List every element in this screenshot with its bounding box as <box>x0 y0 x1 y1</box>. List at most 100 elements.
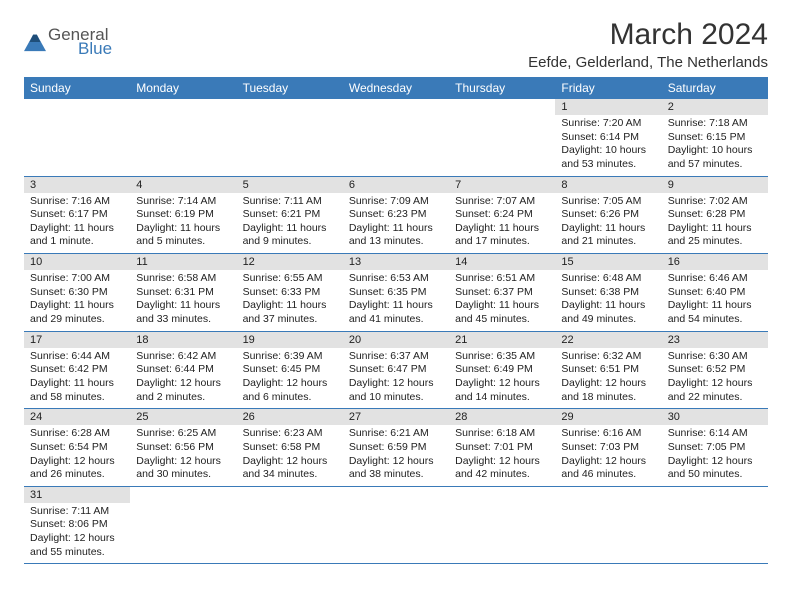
day-body: Sunrise: 6:48 AMSunset: 6:38 PMDaylight:… <box>555 270 661 331</box>
sunset-text: Sunset: 6:17 PM <box>30 208 124 222</box>
calendar-cell <box>343 486 449 564</box>
daylight-text: Daylight: 11 hours and 9 minutes. <box>243 222 337 249</box>
day-body: Sunrise: 7:11 AMSunset: 6:21 PMDaylight:… <box>237 193 343 254</box>
sunrise-text: Sunrise: 7:02 AM <box>668 195 762 209</box>
day-body: Sunrise: 7:09 AMSunset: 6:23 PMDaylight:… <box>343 193 449 254</box>
calendar-cell <box>555 486 661 564</box>
day-header: Wednesday <box>343 77 449 99</box>
sunrise-text: Sunrise: 6:28 AM <box>30 427 124 441</box>
day-number: 21 <box>449 332 555 348</box>
day-body: Sunrise: 6:37 AMSunset: 6:47 PMDaylight:… <box>343 348 449 409</box>
calendar-cell: 17Sunrise: 6:44 AMSunset: 6:42 PMDayligh… <box>24 331 130 409</box>
calendar-cell: 14Sunrise: 6:51 AMSunset: 6:37 PMDayligh… <box>449 254 555 332</box>
day-number: 24 <box>24 409 130 425</box>
day-body: Sunrise: 7:07 AMSunset: 6:24 PMDaylight:… <box>449 193 555 254</box>
day-body: Sunrise: 6:32 AMSunset: 6:51 PMDaylight:… <box>555 348 661 409</box>
daylight-text: Daylight: 12 hours and 18 minutes. <box>561 377 655 404</box>
sunset-text: Sunset: 6:15 PM <box>668 131 762 145</box>
sunset-text: Sunset: 6:23 PM <box>349 208 443 222</box>
day-header: Friday <box>555 77 661 99</box>
daylight-text: Daylight: 12 hours and 14 minutes. <box>455 377 549 404</box>
sunrise-text: Sunrise: 7:20 AM <box>561 117 655 131</box>
day-number: 28 <box>449 409 555 425</box>
calendar-week-row: 31Sunrise: 7:11 AMSunset: 8:06 PMDayligh… <box>24 486 768 564</box>
daylight-text: Daylight: 12 hours and 22 minutes. <box>668 377 762 404</box>
sunset-text: Sunset: 6:58 PM <box>243 441 337 455</box>
sunrise-text: Sunrise: 7:11 AM <box>243 195 337 209</box>
day-header: Monday <box>130 77 236 99</box>
sunrise-text: Sunrise: 6:58 AM <box>136 272 230 286</box>
calendar-cell: 31Sunrise: 7:11 AMSunset: 8:06 PMDayligh… <box>24 486 130 564</box>
calendar-cell: 1Sunrise: 7:20 AMSunset: 6:14 PMDaylight… <box>555 99 661 176</box>
calendar-cell: 13Sunrise: 6:53 AMSunset: 6:35 PMDayligh… <box>343 254 449 332</box>
calendar-cell: 21Sunrise: 6:35 AMSunset: 6:49 PMDayligh… <box>449 331 555 409</box>
day-number: 30 <box>662 409 768 425</box>
calendar-cell: 18Sunrise: 6:42 AMSunset: 6:44 PMDayligh… <box>130 331 236 409</box>
day-body: Sunrise: 7:20 AMSunset: 6:14 PMDaylight:… <box>555 115 661 176</box>
day-number: 13 <box>343 254 449 270</box>
day-body: Sunrise: 6:44 AMSunset: 6:42 PMDaylight:… <box>24 348 130 409</box>
sunset-text: Sunset: 7:05 PM <box>668 441 762 455</box>
sunrise-text: Sunrise: 6:46 AM <box>668 272 762 286</box>
calendar-cell: 16Sunrise: 6:46 AMSunset: 6:40 PMDayligh… <box>662 254 768 332</box>
daylight-text: Daylight: 10 hours and 53 minutes. <box>561 144 655 171</box>
daylight-text: Daylight: 11 hours and 33 minutes. <box>136 299 230 326</box>
daylight-text: Daylight: 12 hours and 55 minutes. <box>30 532 124 559</box>
sunset-text: Sunset: 6:38 PM <box>561 286 655 300</box>
daylight-text: Daylight: 11 hours and 41 minutes. <box>349 299 443 326</box>
day-body: Sunrise: 7:14 AMSunset: 6:19 PMDaylight:… <box>130 193 236 254</box>
sunrise-text: Sunrise: 6:25 AM <box>136 427 230 441</box>
day-number: 3 <box>24 177 130 193</box>
title-block: March 2024 Eefde, Gelderland, The Nether… <box>528 18 768 71</box>
day-header-row: Sunday Monday Tuesday Wednesday Thursday… <box>24 77 768 99</box>
sunset-text: Sunset: 6:45 PM <box>243 363 337 377</box>
calendar-week-row: 17Sunrise: 6:44 AMSunset: 6:42 PMDayligh… <box>24 331 768 409</box>
daylight-text: Daylight: 12 hours and 50 minutes. <box>668 455 762 482</box>
daylight-text: Daylight: 11 hours and 21 minutes. <box>561 222 655 249</box>
sunrise-text: Sunrise: 6:53 AM <box>349 272 443 286</box>
sunset-text: Sunset: 6:40 PM <box>668 286 762 300</box>
calendar-week-row: 10Sunrise: 7:00 AMSunset: 6:30 PMDayligh… <box>24 254 768 332</box>
day-body: Sunrise: 6:30 AMSunset: 6:52 PMDaylight:… <box>662 348 768 409</box>
day-body: Sunrise: 6:28 AMSunset: 6:54 PMDaylight:… <box>24 425 130 486</box>
day-body: Sunrise: 6:35 AMSunset: 6:49 PMDaylight:… <box>449 348 555 409</box>
sunset-text: Sunset: 6:51 PM <box>561 363 655 377</box>
day-number: 9 <box>662 177 768 193</box>
daylight-text: Daylight: 12 hours and 42 minutes. <box>455 455 549 482</box>
calendar-cell: 3Sunrise: 7:16 AMSunset: 6:17 PMDaylight… <box>24 176 130 254</box>
calendar-cell: 23Sunrise: 6:30 AMSunset: 6:52 PMDayligh… <box>662 331 768 409</box>
sunrise-text: Sunrise: 7:05 AM <box>561 195 655 209</box>
sunrise-text: Sunrise: 7:18 AM <box>668 117 762 131</box>
sunrise-text: Sunrise: 6:30 AM <box>668 350 762 364</box>
sunset-text: Sunset: 7:01 PM <box>455 441 549 455</box>
calendar-cell <box>449 486 555 564</box>
sunrise-text: Sunrise: 6:18 AM <box>455 427 549 441</box>
sunset-text: Sunset: 6:28 PM <box>668 208 762 222</box>
sunset-text: Sunset: 6:54 PM <box>30 441 124 455</box>
day-body: Sunrise: 6:25 AMSunset: 6:56 PMDaylight:… <box>130 425 236 486</box>
calendar-cell <box>130 99 236 176</box>
calendar-cell: 19Sunrise: 6:39 AMSunset: 6:45 PMDayligh… <box>237 331 343 409</box>
day-body: Sunrise: 7:11 AMSunset: 8:06 PMDaylight:… <box>24 503 130 564</box>
sunrise-text: Sunrise: 6:44 AM <box>30 350 124 364</box>
daylight-text: Daylight: 12 hours and 2 minutes. <box>136 377 230 404</box>
calendar-cell: 15Sunrise: 6:48 AMSunset: 6:38 PMDayligh… <box>555 254 661 332</box>
daylight-text: Daylight: 11 hours and 17 minutes. <box>455 222 549 249</box>
day-body: Sunrise: 6:14 AMSunset: 7:05 PMDaylight:… <box>662 425 768 486</box>
calendar-cell <box>343 99 449 176</box>
calendar-week-row: 1Sunrise: 7:20 AMSunset: 6:14 PMDaylight… <box>24 99 768 176</box>
calendar-cell: 9Sunrise: 7:02 AMSunset: 6:28 PMDaylight… <box>662 176 768 254</box>
daylight-text: Daylight: 11 hours and 58 minutes. <box>30 377 124 404</box>
sunrise-text: Sunrise: 6:32 AM <box>561 350 655 364</box>
sunset-text: Sunset: 6:14 PM <box>561 131 655 145</box>
calendar-body: 1Sunrise: 7:20 AMSunset: 6:14 PMDaylight… <box>24 99 768 564</box>
day-body: Sunrise: 6:42 AMSunset: 6:44 PMDaylight:… <box>130 348 236 409</box>
day-number: 7 <box>449 177 555 193</box>
sunset-text: Sunset: 6:26 PM <box>561 208 655 222</box>
calendar-page: General Blue March 2024 Eefde, Gelderlan… <box>0 0 792 582</box>
sunrise-text: Sunrise: 7:07 AM <box>455 195 549 209</box>
sunrise-text: Sunrise: 7:14 AM <box>136 195 230 209</box>
day-body: Sunrise: 6:16 AMSunset: 7:03 PMDaylight:… <box>555 425 661 486</box>
day-body: Sunrise: 6:18 AMSunset: 7:01 PMDaylight:… <box>449 425 555 486</box>
calendar-week-row: 24Sunrise: 6:28 AMSunset: 6:54 PMDayligh… <box>24 409 768 487</box>
